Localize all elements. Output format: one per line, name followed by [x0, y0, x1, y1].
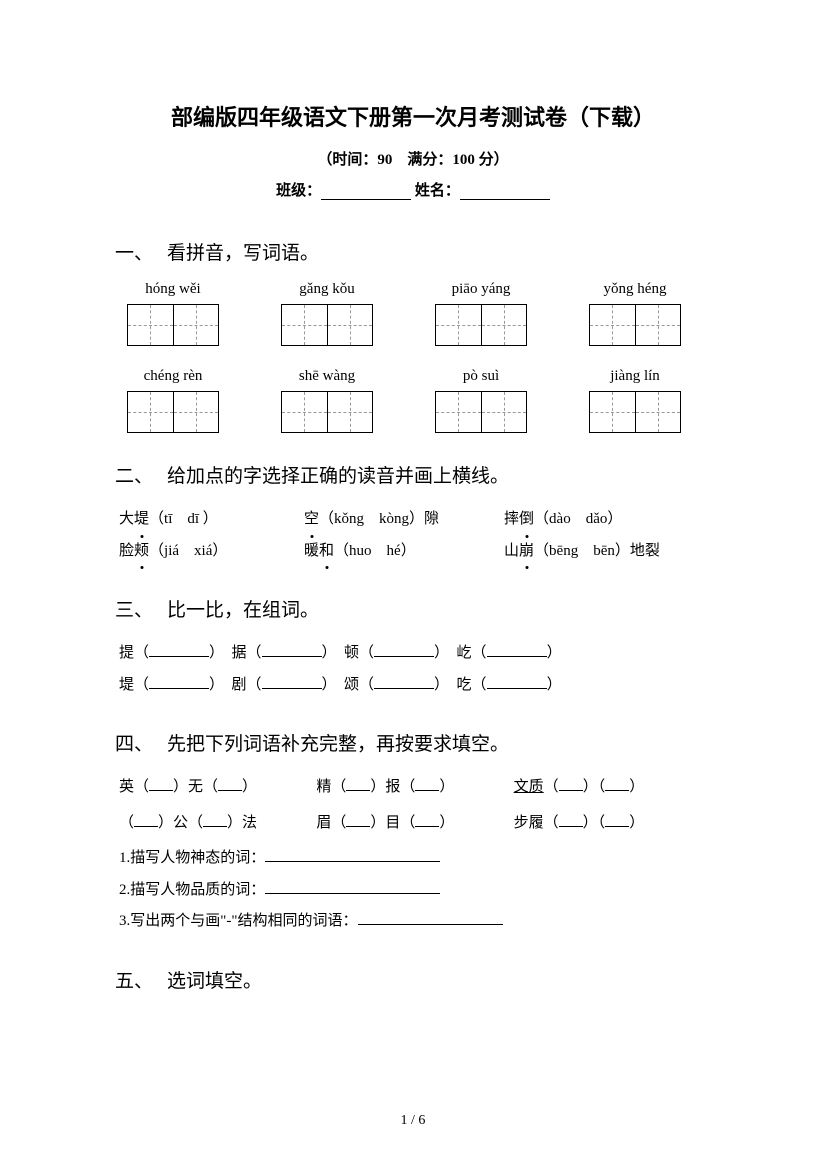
char-box-row-2: [115, 391, 711, 433]
section-1-title: 一、看拼音，写词语。: [115, 238, 711, 265]
char-box[interactable]: [589, 304, 681, 346]
pinyin-row-1: hóng wěi gǎng kǒu piāo yáng yǒng héng: [115, 281, 711, 298]
pinyin-label: yǒng héng: [589, 281, 681, 298]
section-2-body: 大堤（tī dī ） 空（kǒng kòng）隙 摔倒（dào dǎo） 脸颊（…: [115, 504, 711, 567]
section-5-title: 五、选词填空。: [115, 966, 711, 993]
pinyin-row-2: chéng rèn shē wàng pò suì jiàng lín: [115, 368, 711, 385]
char-box[interactable]: [435, 304, 527, 346]
char-box[interactable]: [127, 304, 219, 346]
pinyin-label: jiàng lín: [589, 368, 681, 385]
pinyin-label: hóng wěi: [127, 281, 219, 298]
char-box[interactable]: [127, 391, 219, 433]
name-label: 姓名：: [415, 183, 460, 199]
section-4-body: 英（）无（） 精（）报（） 文质（）（） （）公（）法 眉（）目（） 步履（）（…: [115, 772, 711, 938]
name-blank[interactable]: [460, 184, 550, 200]
section-4-title: 四、先把下列词语补充完整，再按要求填空。: [115, 729, 711, 756]
section-3-title: 三、比一比，在组词。: [115, 595, 711, 622]
doc-title: 部编版四年级语文下册第一次月考测试卷（下载）: [115, 100, 711, 132]
char-box[interactable]: [435, 391, 527, 433]
doc-subtitle: （时间：90 满分：100 分）: [115, 148, 711, 169]
char-box[interactable]: [281, 304, 373, 346]
class-label: 班级：: [276, 183, 321, 199]
student-info: 班级： 姓名：: [115, 179, 711, 200]
class-blank[interactable]: [321, 184, 411, 200]
section-3-body: 提（） 据（） 顿（） 屹（） 堤（） 剧（） 颂（） 吃（）: [115, 638, 711, 701]
pinyin-label: shē wàng: [281, 368, 373, 385]
pinyin-label: pò suì: [435, 368, 527, 385]
char-box[interactable]: [589, 391, 681, 433]
char-box-row-1: [115, 304, 711, 346]
char-box[interactable]: [281, 391, 373, 433]
pinyin-label: piāo yáng: [435, 281, 527, 298]
section-2-title: 二、给加点的字选择正确的读音并画上横线。: [115, 461, 711, 488]
pinyin-label: chéng rèn: [127, 368, 219, 385]
pinyin-label: gǎng kǒu: [281, 281, 373, 298]
page-number: 1 / 6: [0, 1113, 826, 1129]
